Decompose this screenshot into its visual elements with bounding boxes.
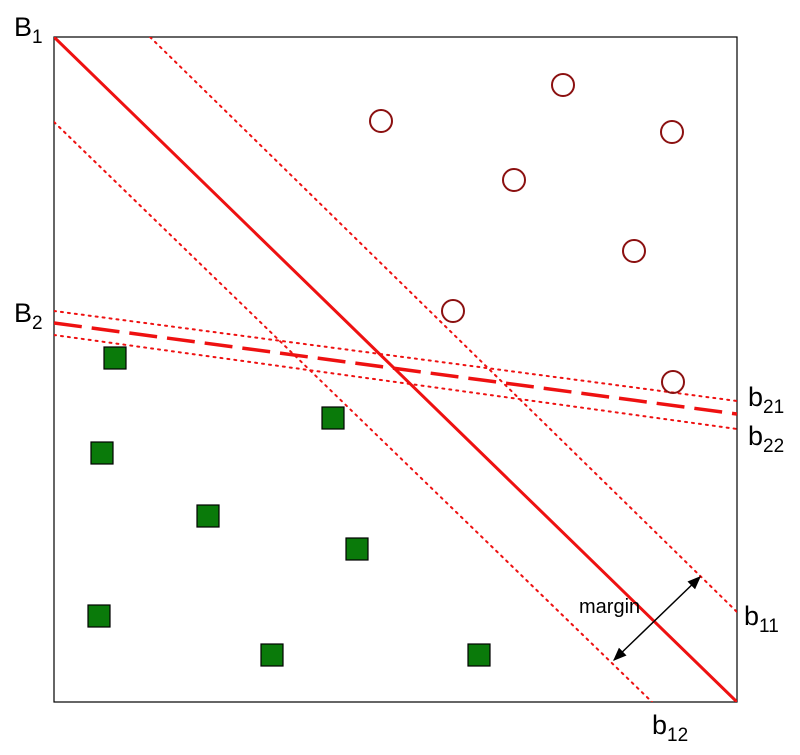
label-b21: b21 [748,382,785,418]
label-b22-sub: 22 [763,436,785,457]
label-b12: b12 [652,710,689,746]
circle-point [661,370,685,394]
label-B2-main: B [14,298,33,328]
square-point [345,537,369,561]
square-point [87,604,111,628]
circle-point [441,299,465,323]
label-b21-sub: 21 [763,397,785,418]
label-b11: b11 [744,601,779,637]
square-point [196,504,220,528]
square-point [90,441,114,465]
label-b22: b22 [748,421,785,457]
plot-frame [53,36,738,703]
label-B1-sub: 1 [32,27,43,48]
square-point [321,406,345,430]
label-B2: B2 [14,298,43,334]
margin-arrow-icon [613,576,701,661]
label-margin: margin [579,596,641,618]
circle-point [622,239,646,263]
square-point [467,643,491,667]
label-B1: B1 [14,12,43,48]
square-point [103,346,127,370]
circle-point [369,109,393,133]
label-b11-main: b [744,601,760,631]
label-b11-sub: 11 [759,616,779,637]
label-b21-main: b [748,382,764,412]
label-B2-sub: 2 [32,313,43,334]
boundary-b12 [54,121,653,702]
square-class [87,346,491,667]
label-b22-main: b [748,421,764,451]
circle-point [660,120,684,144]
boundary-b21 [54,310,737,402]
label-B1-main: B [14,12,33,42]
boundary-b22 [54,334,737,430]
label-b12-sub: 12 [667,725,689,746]
boundary-b11 [149,37,737,613]
circle-point [502,168,526,192]
square-point [260,643,284,667]
boundary-B2 [54,321,737,416]
circle-class [369,73,685,394]
label-b12-main: b [652,710,668,740]
circle-point [551,73,575,97]
